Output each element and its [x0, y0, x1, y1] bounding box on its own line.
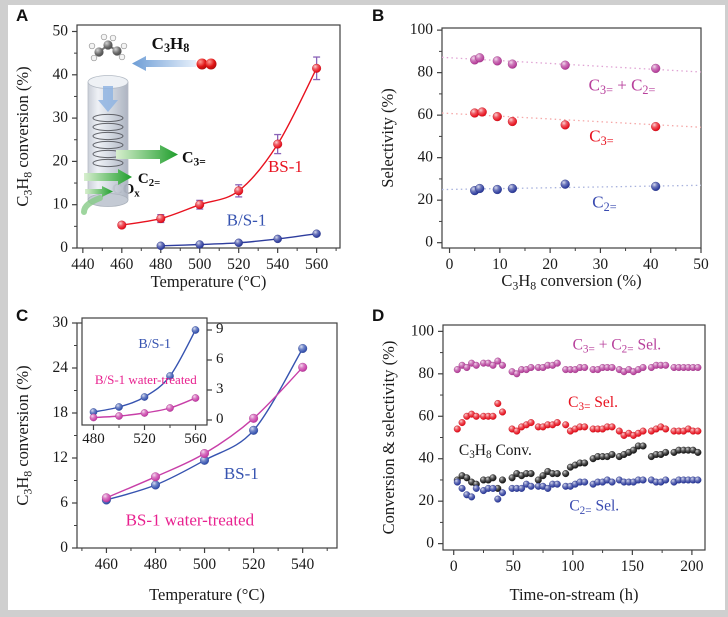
svg-text:560: 560 [184, 431, 207, 447]
svg-text:520: 520 [227, 256, 251, 273]
svg-text:30: 30 [53, 314, 69, 331]
svg-text:12: 12 [53, 449, 69, 466]
panel-label-d: D [372, 306, 385, 325]
svg-text:150: 150 [621, 558, 645, 575]
svg-text:20: 20 [419, 492, 435, 509]
panel-label-c: C [16, 306, 29, 325]
svg-text:460: 460 [110, 256, 134, 273]
svg-text:Selectivity (%): Selectivity (%) [378, 88, 397, 187]
svg-text:520: 520 [133, 431, 156, 447]
product-arrow-cox-icon [85, 186, 113, 197]
svg-text:80: 80 [418, 63, 434, 80]
panel-d-chart: 0 50 100 150 200 0 20 40 60 80 100 Time-on-stream (… [379, 322, 706, 604]
svg-text:440: 440 [71, 256, 95, 273]
svg-text:C3= + C2= Sel.: C3= + C2= Sel. [573, 336, 662, 355]
svg-text:C3H8 Conv.: C3H8 Conv. [459, 442, 532, 461]
svg-text:520: 520 [242, 556, 266, 573]
svg-text:Conversion & selectivity (%): Conversion & selectivity (%) [379, 341, 398, 535]
svg-text:0: 0 [426, 534, 434, 551]
svg-text:C2=: C2= [138, 171, 160, 189]
svg-text:Time-on-stream (h): Time-on-stream (h) [509, 585, 638, 604]
svg-text:10: 10 [53, 195, 69, 212]
svg-text:C3H8 conversion (%): C3H8 conversion (%) [13, 365, 34, 505]
panel-label-a: A [16, 6, 29, 25]
product-arrow-c3-icon [116, 145, 178, 164]
svg-text:C3H8: C3H8 [152, 34, 190, 55]
feed-arrow-icon [132, 56, 196, 71]
svg-text:3: 3 [216, 381, 224, 397]
svg-text:BS-1: BS-1 [224, 464, 259, 483]
svg-text:0: 0 [450, 558, 458, 575]
svg-text:C3H8 conversion (%): C3H8 conversion (%) [13, 66, 34, 206]
svg-text:18: 18 [53, 404, 69, 421]
svg-text:20: 20 [53, 152, 69, 169]
svg-text:100: 100 [411, 322, 435, 339]
svg-text:20: 20 [542, 256, 558, 273]
svg-text:C2= Sel.: C2= Sel. [569, 498, 619, 517]
svg-text:BS-1: BS-1 [268, 157, 303, 176]
svg-text:B/S-1: B/S-1 [138, 337, 171, 352]
reactor-tube-icon [87, 75, 129, 207]
svg-text:60: 60 [418, 106, 434, 123]
svg-text:24: 24 [53, 359, 69, 376]
svg-text:40: 40 [53, 65, 69, 82]
product-arrow-c2-icon [84, 169, 132, 185]
svg-text:C3= + C2=: C3= + C2= [589, 76, 656, 97]
svg-text:10: 10 [492, 256, 508, 273]
svg-text:B/S-1: B/S-1 [227, 210, 267, 229]
svg-text:100: 100 [561, 558, 585, 575]
svg-text:9: 9 [216, 321, 224, 337]
svg-text:B/S-1 water-treated: B/S-1 water-treated [95, 372, 197, 387]
svg-text:460: 460 [95, 556, 119, 573]
panel-b-chart: 0 10 20 30 40 50 0 20 40 60 80 100 C3H8 conversion (… [378, 21, 709, 293]
svg-text:540: 540 [291, 556, 315, 573]
svg-text:40: 40 [419, 449, 435, 466]
svg-text:BS-1 water-treated: BS-1 water-treated [126, 511, 255, 530]
svg-text:C3=: C3= [182, 149, 206, 168]
svg-text:C3=: C3= [589, 127, 613, 148]
svg-text:6: 6 [60, 494, 68, 511]
svg-text:0: 0 [60, 239, 68, 256]
panel-label-b: B [372, 6, 385, 25]
svg-text:100: 100 [410, 21, 434, 38]
svg-text:30: 30 [53, 109, 69, 126]
inlet-arrow-icon [98, 86, 118, 112]
svg-text:0: 0 [216, 411, 224, 427]
svg-text:480: 480 [149, 256, 173, 273]
svg-text:Temperature (°C): Temperature (°C) [149, 585, 265, 604]
svg-text:30: 30 [593, 256, 609, 273]
svg-text:6: 6 [216, 351, 224, 367]
svg-text:0: 0 [425, 233, 433, 250]
svg-text:500: 500 [193, 556, 217, 573]
svg-text:560: 560 [305, 256, 329, 273]
svg-text:20: 20 [418, 191, 434, 208]
outlet-stem-icon [81, 195, 103, 215]
svg-text:40: 40 [418, 148, 434, 165]
svg-text:50: 50 [693, 256, 709, 273]
svg-text:80: 80 [419, 364, 435, 381]
svg-text:500: 500 [188, 256, 212, 273]
svg-text:480: 480 [82, 431, 105, 447]
svg-text:C3= Sel.: C3= Sel. [568, 394, 618, 413]
svg-text:50: 50 [53, 22, 69, 39]
svg-text:50: 50 [506, 558, 522, 575]
svg-text:540: 540 [266, 256, 290, 273]
propane-molecule-icon [88, 33, 128, 62]
oxygen-molecule-icon [196, 58, 217, 70]
svg-text:C3H8 conversion (%): C3H8 conversion (%) [501, 271, 641, 292]
svg-text:0: 0 [446, 256, 454, 273]
svg-text:C2=: C2= [592, 193, 616, 214]
svg-text:60: 60 [419, 407, 435, 424]
reactor-diagram-icon [81, 33, 217, 215]
svg-text:0: 0 [60, 539, 68, 556]
svg-text:200: 200 [680, 558, 704, 575]
svg-text:Temperature (°C): Temperature (°C) [151, 272, 267, 291]
svg-text:480: 480 [144, 556, 168, 573]
panel-c-inset-chart: 480 520 560 0 3 6 9 B/S-1 B/S-1 water-treated [81, 317, 224, 447]
svg-text:40: 40 [643, 256, 659, 273]
